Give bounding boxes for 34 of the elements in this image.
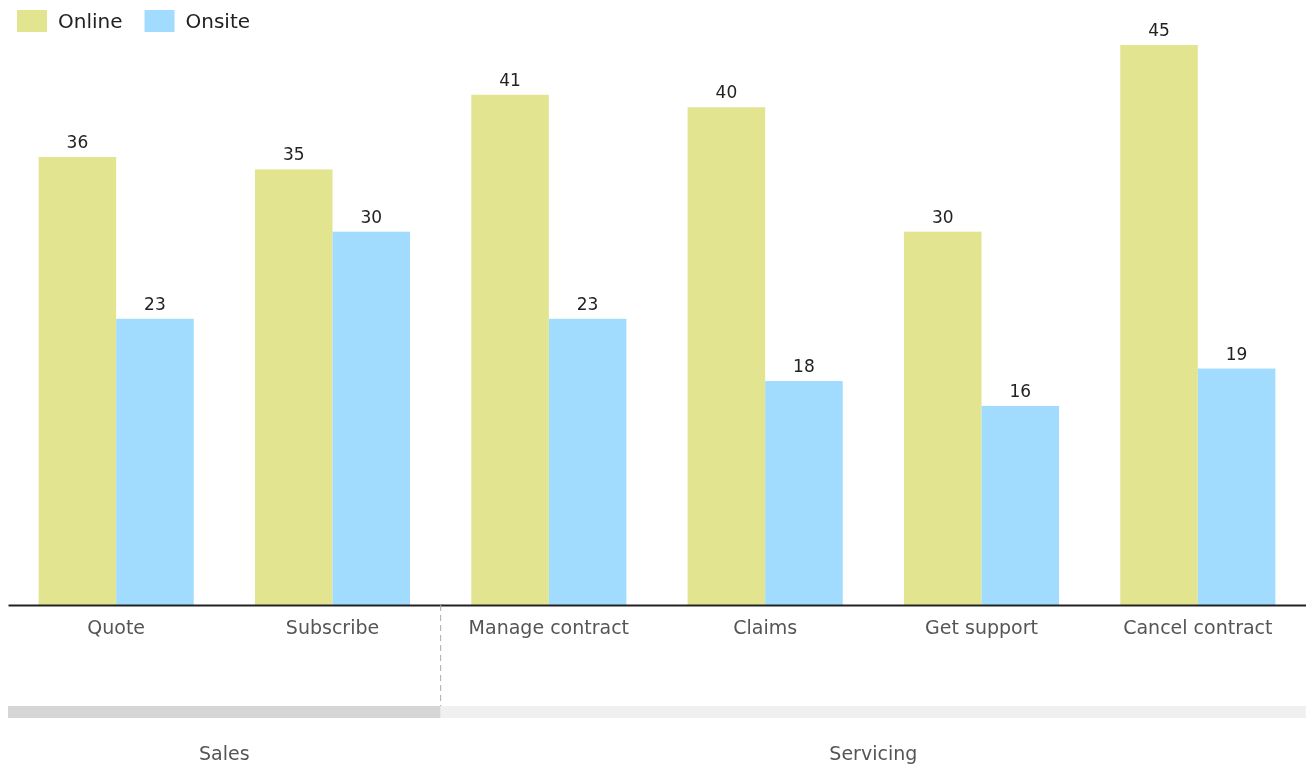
data-label: 30 — [931, 206, 954, 227]
bar — [38, 157, 117, 605]
legend-label: Online — [58, 9, 123, 33]
bar — [1197, 368, 1276, 605]
text: Sales — [199, 742, 250, 764]
x-tick-label: Claims — [733, 616, 798, 639]
data-label: 23 — [576, 293, 599, 314]
x-tick-label: Subscribe — [285, 616, 380, 639]
x-tick-label: Manage contract — [468, 616, 630, 639]
bar — [471, 94, 549, 605]
data-label: 18 — [793, 356, 815, 376]
data-label: 36 — [66, 132, 89, 152]
x-tick-label: Cancel contract — [1123, 616, 1273, 639]
bar — [116, 318, 194, 605]
bar — [332, 231, 411, 605]
data-label: 16 — [1009, 380, 1032, 401]
bar — [254, 169, 333, 605]
data-label: 30 — [360, 206, 383, 227]
bar — [981, 405, 1060, 605]
data-label: 40 — [715, 82, 738, 103]
bar — [548, 318, 627, 605]
legend-label: Onsite — [185, 9, 251, 33]
text: Servicing — [829, 742, 918, 764]
bar — [765, 381, 843, 605]
data-label: 41 — [499, 69, 521, 90]
x-tick-label: Get support — [925, 616, 1038, 639]
data-label: 45 — [1148, 20, 1170, 40]
x-tick-label: Quote — [87, 616, 146, 639]
bar — [1120, 45, 1198, 605]
data-label: 19 — [1225, 343, 1248, 364]
data-label: 35 — [282, 144, 305, 165]
bar — [903, 231, 982, 605]
data-label: 23 — [144, 293, 166, 314]
bar — [687, 107, 766, 605]
